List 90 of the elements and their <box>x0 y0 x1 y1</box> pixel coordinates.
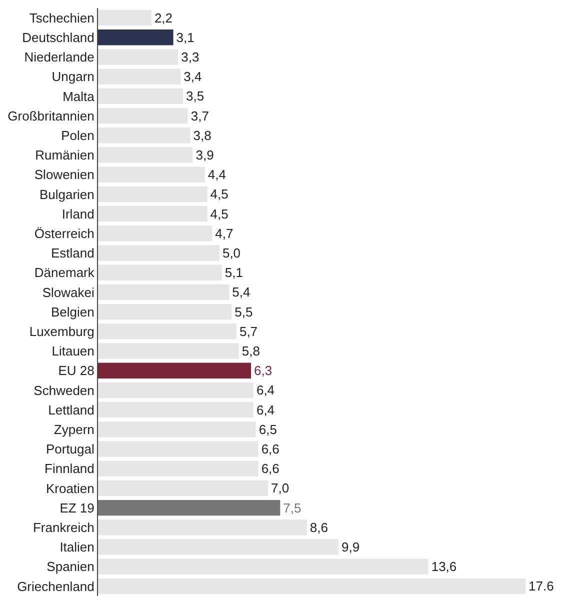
bar <box>98 324 236 340</box>
bar <box>98 362 252 378</box>
data-label: 17.6 <box>528 578 554 594</box>
data-label: 3,5 <box>186 88 204 104</box>
bar <box>98 422 256 438</box>
y-tick-label: Bulgarien <box>39 186 94 202</box>
data-label: 4,5 <box>210 186 228 202</box>
data-label: 4,7 <box>215 226 234 241</box>
y-tick-label: Estland <box>51 246 94 261</box>
y-tick-label: Malta <box>62 88 96 104</box>
bar <box>98 206 208 222</box>
bar <box>98 402 254 418</box>
y-tick-label: Slowakei <box>42 284 95 300</box>
bar <box>98 539 338 555</box>
bar <box>98 30 174 46</box>
y-tick-label: Deutschland <box>22 30 94 45</box>
bar <box>98 578 526 594</box>
bar <box>98 460 258 476</box>
data-label: 7,5 <box>283 500 302 516</box>
bar <box>98 128 190 144</box>
bar <box>98 382 254 398</box>
bar <box>98 343 239 359</box>
y-tick-label: Ungarn <box>52 69 94 84</box>
bar <box>98 108 188 124</box>
data-label: 4,5 <box>210 206 228 222</box>
data-label: 5,7 <box>239 324 258 339</box>
bar <box>98 520 307 536</box>
y-tick-label: Polen <box>61 128 94 143</box>
y-tick-label: Slowenien <box>34 167 94 182</box>
data-label: 8,6 <box>310 520 328 535</box>
data-label: 6,6 <box>261 461 280 476</box>
data-label: 6,4 <box>256 382 275 398</box>
data-label: 13,6 <box>431 559 457 574</box>
data-label: 3,3 <box>181 50 200 64</box>
y-tick-label: EU 28 <box>58 363 94 378</box>
data-label: 6,4 <box>256 402 275 418</box>
bar <box>98 245 220 261</box>
y-tick-label: Litauen <box>52 344 94 359</box>
data-label: 9,9 <box>341 540 360 554</box>
bar <box>98 49 178 65</box>
data-label: 3,8 <box>193 128 212 143</box>
y-tick-label: Luxemburg <box>29 324 94 339</box>
data-label: 3,1 <box>176 30 194 45</box>
data-label: 3,7 <box>190 108 209 124</box>
bar <box>98 264 222 280</box>
bar <box>98 166 205 182</box>
bar <box>98 10 152 26</box>
y-tick-label: Niederlande <box>24 50 94 65</box>
bar <box>98 284 230 300</box>
y-tick-label: Griechenland <box>17 578 94 594</box>
y-tick-label: Tschechien <box>29 10 94 26</box>
data-label: 5,0 <box>222 246 241 260</box>
bar <box>98 186 208 202</box>
y-tick-label: Schweden <box>34 382 94 398</box>
y-tick-label: Österreich <box>34 226 94 241</box>
data-label: 5,5 <box>234 304 253 320</box>
bar <box>98 480 268 496</box>
bar <box>98 88 184 104</box>
data-label: 5,4 <box>232 284 250 300</box>
y-tick-label: Portugal <box>46 442 95 457</box>
y-tick-label: Belgien <box>51 304 94 320</box>
data-label: 6,3 <box>254 363 272 378</box>
y-tick-label: EZ 19 <box>60 500 94 516</box>
data-label: 4,4 <box>208 167 226 182</box>
bar <box>98 226 212 242</box>
data-label: 3,9 <box>196 148 214 162</box>
data-label: 2,2 <box>154 10 173 26</box>
y-tick-label: Kroatien <box>46 480 94 496</box>
data-label: 6,6 <box>261 442 280 456</box>
data-label: 5,8 <box>242 344 260 358</box>
y-tick-label: Frankreich <box>32 520 94 535</box>
y-tick-label: Spanien <box>46 559 94 574</box>
y-tick-label: Lettland <box>48 402 94 418</box>
bar <box>98 304 232 320</box>
bar <box>98 441 258 457</box>
y-tick-label: Dänemark <box>34 265 95 280</box>
y-tick-label: Finnland <box>44 461 94 476</box>
data-label: 5,1 <box>224 265 243 280</box>
y-tick-label: Zypern <box>54 422 94 437</box>
bar <box>98 558 428 574</box>
data-label: 7,0 <box>271 480 290 496</box>
y-tick-label: Rumänien <box>35 148 94 163</box>
data-label: 6,5 <box>258 422 277 437</box>
bar <box>98 147 193 163</box>
y-tick-label: Irland <box>62 206 94 222</box>
bar <box>98 68 181 84</box>
data-label: 3,4 <box>184 69 202 84</box>
y-tick-label: Großbritannien <box>8 108 94 124</box>
y-tick-label: Italien <box>60 540 94 555</box>
bar <box>98 500 280 516</box>
